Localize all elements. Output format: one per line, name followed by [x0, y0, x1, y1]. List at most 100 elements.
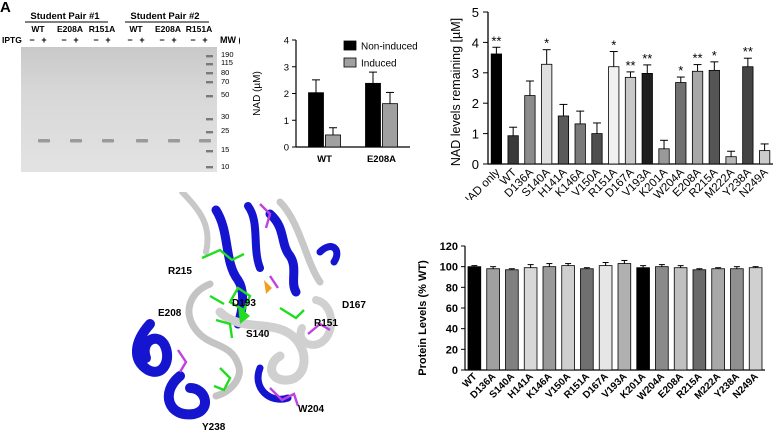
bar [591, 133, 603, 165]
residue-label: E208 [158, 308, 182, 319]
residue-label: D167 [342, 300, 366, 311]
y-axis-label: NAD levels remaining [µM] [449, 18, 463, 166]
mw-label: 190 [221, 50, 234, 59]
group-label: Student Pair #2 [130, 11, 199, 22]
protein-structure: R215 D193 D167 E208 S140 R151 W204 Y238 [132, 192, 366, 433]
iptg-sign: + [41, 35, 46, 45]
protein-band [199, 139, 211, 143]
protein-band [70, 139, 82, 143]
ladder-band [206, 81, 213, 84]
gel-image [21, 47, 217, 172]
bar [658, 148, 670, 165]
significance-mark: * [544, 36, 549, 51]
ladder-band [206, 63, 213, 66]
bar [730, 268, 744, 371]
mw-label: 80 [221, 68, 229, 77]
protein-band [136, 139, 148, 143]
ladder-band [206, 72, 213, 75]
nad-chart: 0 1 2 3 4 NAD (µM) WT E208A Non-induced Induced [252, 36, 418, 166]
iptg-sign: + [202, 35, 207, 45]
ladder-band [206, 95, 213, 98]
bar [692, 269, 707, 371]
y-tick-label: 120 [440, 241, 458, 253]
bar [708, 69, 720, 165]
protein-band [102, 139, 114, 143]
bar [467, 266, 482, 371]
significance-mark: ** [692, 51, 702, 66]
y-tick-label: 100 [440, 262, 458, 274]
residue-label: Y238 [202, 422, 226, 433]
bar [308, 92, 324, 148]
bar [524, 95, 536, 165]
y-tick-label: 3 [284, 62, 289, 73]
y-tick-label: 80 [446, 282, 458, 294]
residue-label: R215 [168, 266, 192, 277]
residue-label: D193 [232, 298, 256, 309]
y-tick-label: 5 [472, 5, 479, 20]
mw-label: 15 [221, 145, 229, 154]
mw-label: 30 [221, 112, 229, 121]
ladder-band [206, 150, 213, 153]
iptg-sign: + [171, 35, 176, 45]
significance-mark: ** [743, 44, 753, 59]
bar [675, 82, 687, 165]
y-tick-label: 60 [446, 303, 458, 315]
y-tick-label: 1 [284, 116, 289, 127]
y-axis-label: NAD (µM) [252, 71, 263, 116]
bar [325, 134, 341, 148]
bar [673, 267, 688, 371]
iptg-sign: − [127, 35, 132, 45]
group-label: Student Pair #1 [30, 11, 100, 22]
iptg-label: IPTG [2, 35, 22, 45]
legend-label: Non-induced [361, 42, 418, 53]
ladder-band [206, 55, 213, 58]
bar [365, 82, 381, 148]
significance-mark: ** [642, 51, 652, 66]
bar [382, 103, 398, 148]
protein-band [38, 139, 50, 143]
bar [507, 135, 519, 165]
bar [574, 123, 586, 165]
significance-mark: * [611, 38, 616, 53]
gel-panel: Student Pair #1 Student Pair #2 WT E208A R… [2, 11, 240, 172]
y-tick-label: 2 [284, 89, 289, 100]
mw-label: 50 [221, 90, 229, 99]
iptg-sign: + [139, 35, 144, 45]
bar [641, 73, 653, 165]
y-tick-label: 3 [472, 66, 479, 81]
ladder-band [206, 166, 213, 169]
lane-label: WT [129, 24, 143, 34]
bar [711, 268, 725, 371]
legend-swatch [343, 40, 357, 51]
bar [636, 267, 650, 371]
y-tick-label: 4 [472, 35, 479, 50]
bar [542, 266, 557, 371]
residue-label: W204 [298, 404, 325, 415]
significance-mark: * [712, 48, 717, 63]
significance-mark: ** [491, 33, 501, 48]
protein-band [168, 139, 180, 143]
lane-label: E208A [155, 24, 181, 34]
bar [759, 150, 771, 165]
bar [617, 263, 632, 371]
mw-title: MW (kD) [220, 35, 240, 45]
y-tick-label: 0 [452, 365, 458, 377]
mw-label: 70 [221, 77, 229, 86]
x-tick-label: NAD only [460, 166, 503, 200]
significance-mark: * [678, 63, 683, 78]
legend-swatch [343, 57, 357, 68]
lane-label: R151A [186, 24, 212, 34]
bar [561, 265, 575, 371]
bar [655, 266, 669, 371]
residue-label: S140 [246, 329, 270, 340]
iptg-sign: − [61, 35, 66, 45]
bar [624, 76, 637, 165]
bar [505, 269, 519, 371]
iptg-sign: − [159, 35, 164, 45]
mw-label: 25 [221, 126, 229, 135]
y-tick-label: 2 [472, 96, 479, 111]
iptg-sign: + [73, 35, 78, 45]
bar [523, 267, 538, 371]
legend-label: Induced [361, 59, 397, 70]
bar [557, 115, 570, 165]
